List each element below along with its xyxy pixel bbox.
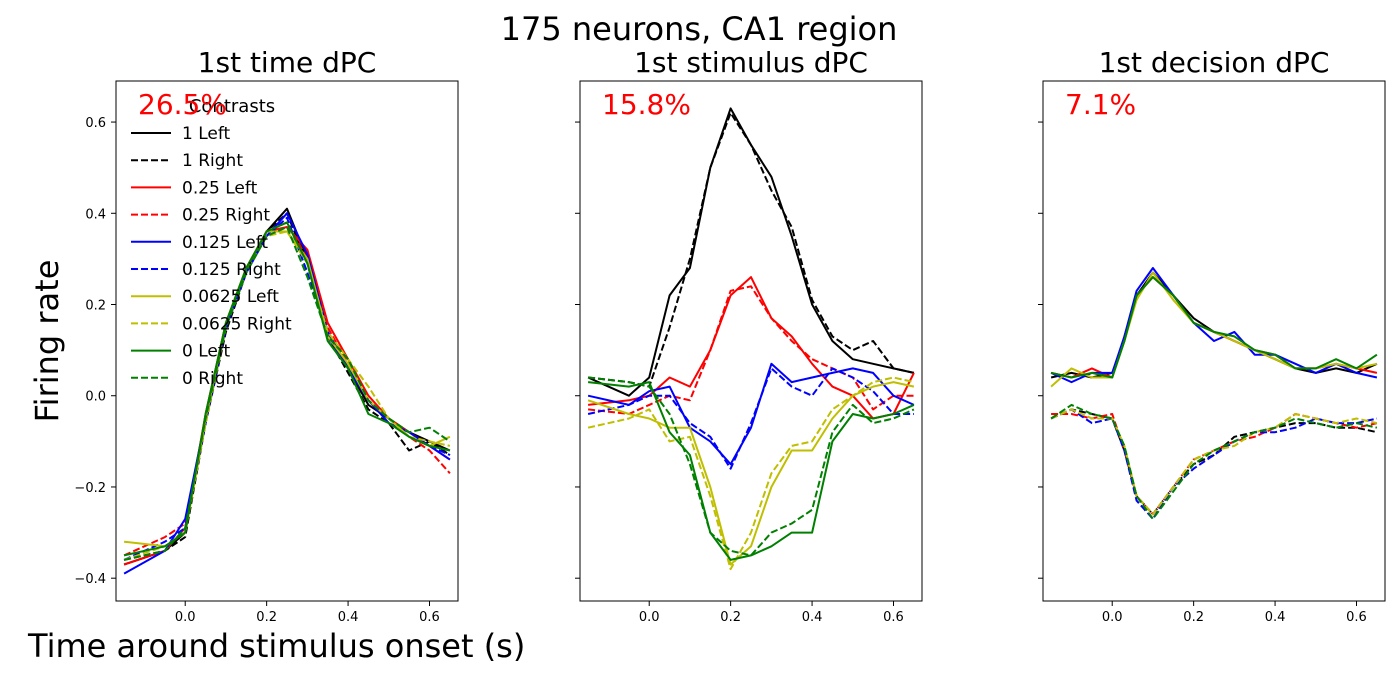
series-line — [123, 230, 451, 548]
series-line — [123, 226, 451, 566]
legend-entry: 0.125 Left — [182, 233, 268, 253]
panel-title: 1st stimulus dPC — [634, 46, 868, 79]
legend-entry: 0.25 Right — [182, 206, 270, 226]
x-tick-label: 0.0 — [1102, 610, 1123, 625]
panels: 1st time dPC 0.0 0.2 0.4 0.6 −0.4 −0.2 0.0 0.2 0.… — [74, 46, 1386, 625]
plot-frame — [579, 80, 923, 602]
series-line — [123, 230, 451, 561]
series-line — [123, 207, 451, 566]
legend-entry: 1 Left — [182, 124, 231, 144]
series-line — [587, 107, 915, 397]
y-tick-label: 0.0 — [85, 390, 106, 405]
series-line — [587, 276, 915, 420]
series-line — [587, 381, 915, 566]
y-tick-label: −0.4 — [74, 572, 106, 587]
legend-entry: 0 Left — [182, 342, 231, 362]
x-tick-label: 0.2 — [720, 610, 741, 625]
panel-title: 1st decision dPC — [1099, 46, 1330, 79]
y-tick-label: −0.2 — [74, 481, 106, 496]
x-tick-label: 0.4 — [338, 610, 359, 625]
y-tick-label: 0.2 — [85, 299, 106, 314]
series-line — [587, 381, 915, 561]
legend: Contrasts 1 Left 1 Right 0.25 Left 0.25 Righ… — [131, 96, 292, 389]
legend-entry: 0.0625 Right — [182, 314, 292, 334]
y-tick-label: 0.4 — [85, 207, 106, 222]
series-line — [587, 285, 914, 415]
series-line — [123, 226, 451, 561]
x-tick-label: 0.2 — [256, 610, 277, 625]
series-line — [587, 367, 914, 470]
panel-1: 1st time dPC 0.0 0.2 0.4 0.6 −0.4 −0.2 0.0 0.2 0.… — [74, 46, 459, 625]
legend-entry: 0 Right — [182, 369, 243, 389]
series-line — [1050, 267, 1378, 384]
x-tick-label: 0.0 — [639, 610, 660, 625]
series-line — [123, 212, 451, 575]
y-tick-label: 0.6 — [85, 116, 106, 131]
panel-title: 1st time dPC — [198, 46, 377, 79]
panel-3: 1st decision dPC 0.0 0.2 0.4 0.6 7.1% — [1038, 46, 1386, 625]
plot-frame — [115, 80, 459, 602]
legend-entry: 0.25 Left — [182, 178, 258, 198]
series-line — [1051, 413, 1378, 516]
legend-entry: 1 Right — [182, 151, 243, 171]
figure-xlabel: Time around stimulus onset (s) — [27, 627, 525, 665]
legend-entry: 0.0625 Left — [182, 287, 279, 307]
plot-frame — [1042, 80, 1386, 602]
x-tick-label: 0.6 — [883, 610, 904, 625]
series-line — [1050, 276, 1378, 379]
series-line — [123, 221, 451, 557]
variance-label: 7.1% — [1065, 88, 1136, 121]
series-line — [123, 221, 451, 557]
series-line — [587, 376, 915, 571]
figure-title: 175 neurons, CA1 region — [501, 10, 898, 48]
variance-label: 15.8% — [602, 88, 691, 121]
figure-ylabel: Firing rate — [28, 260, 66, 423]
variance-label: 26.5% — [138, 88, 227, 121]
legend-entry: 0.125 Right — [182, 260, 281, 280]
x-tick-label: 0.6 — [1346, 610, 1367, 625]
series-line — [587, 111, 915, 388]
series-line — [123, 212, 451, 561]
x-tick-label: 0.2 — [1183, 610, 1204, 625]
x-tick-label: 0.6 — [419, 610, 440, 625]
legend-title: Contrasts — [189, 96, 275, 117]
panel-2: 1st stimulus dPC 0.0 0.2 0.4 0.6 15.8% — [575, 46, 923, 625]
series-line — [1050, 403, 1378, 520]
series-line — [123, 216, 451, 561]
series-line — [587, 376, 915, 557]
x-tick-label: 0.4 — [802, 610, 823, 625]
x-tick-label: 0.0 — [175, 610, 196, 625]
x-tick-label: 0.4 — [1265, 610, 1286, 625]
